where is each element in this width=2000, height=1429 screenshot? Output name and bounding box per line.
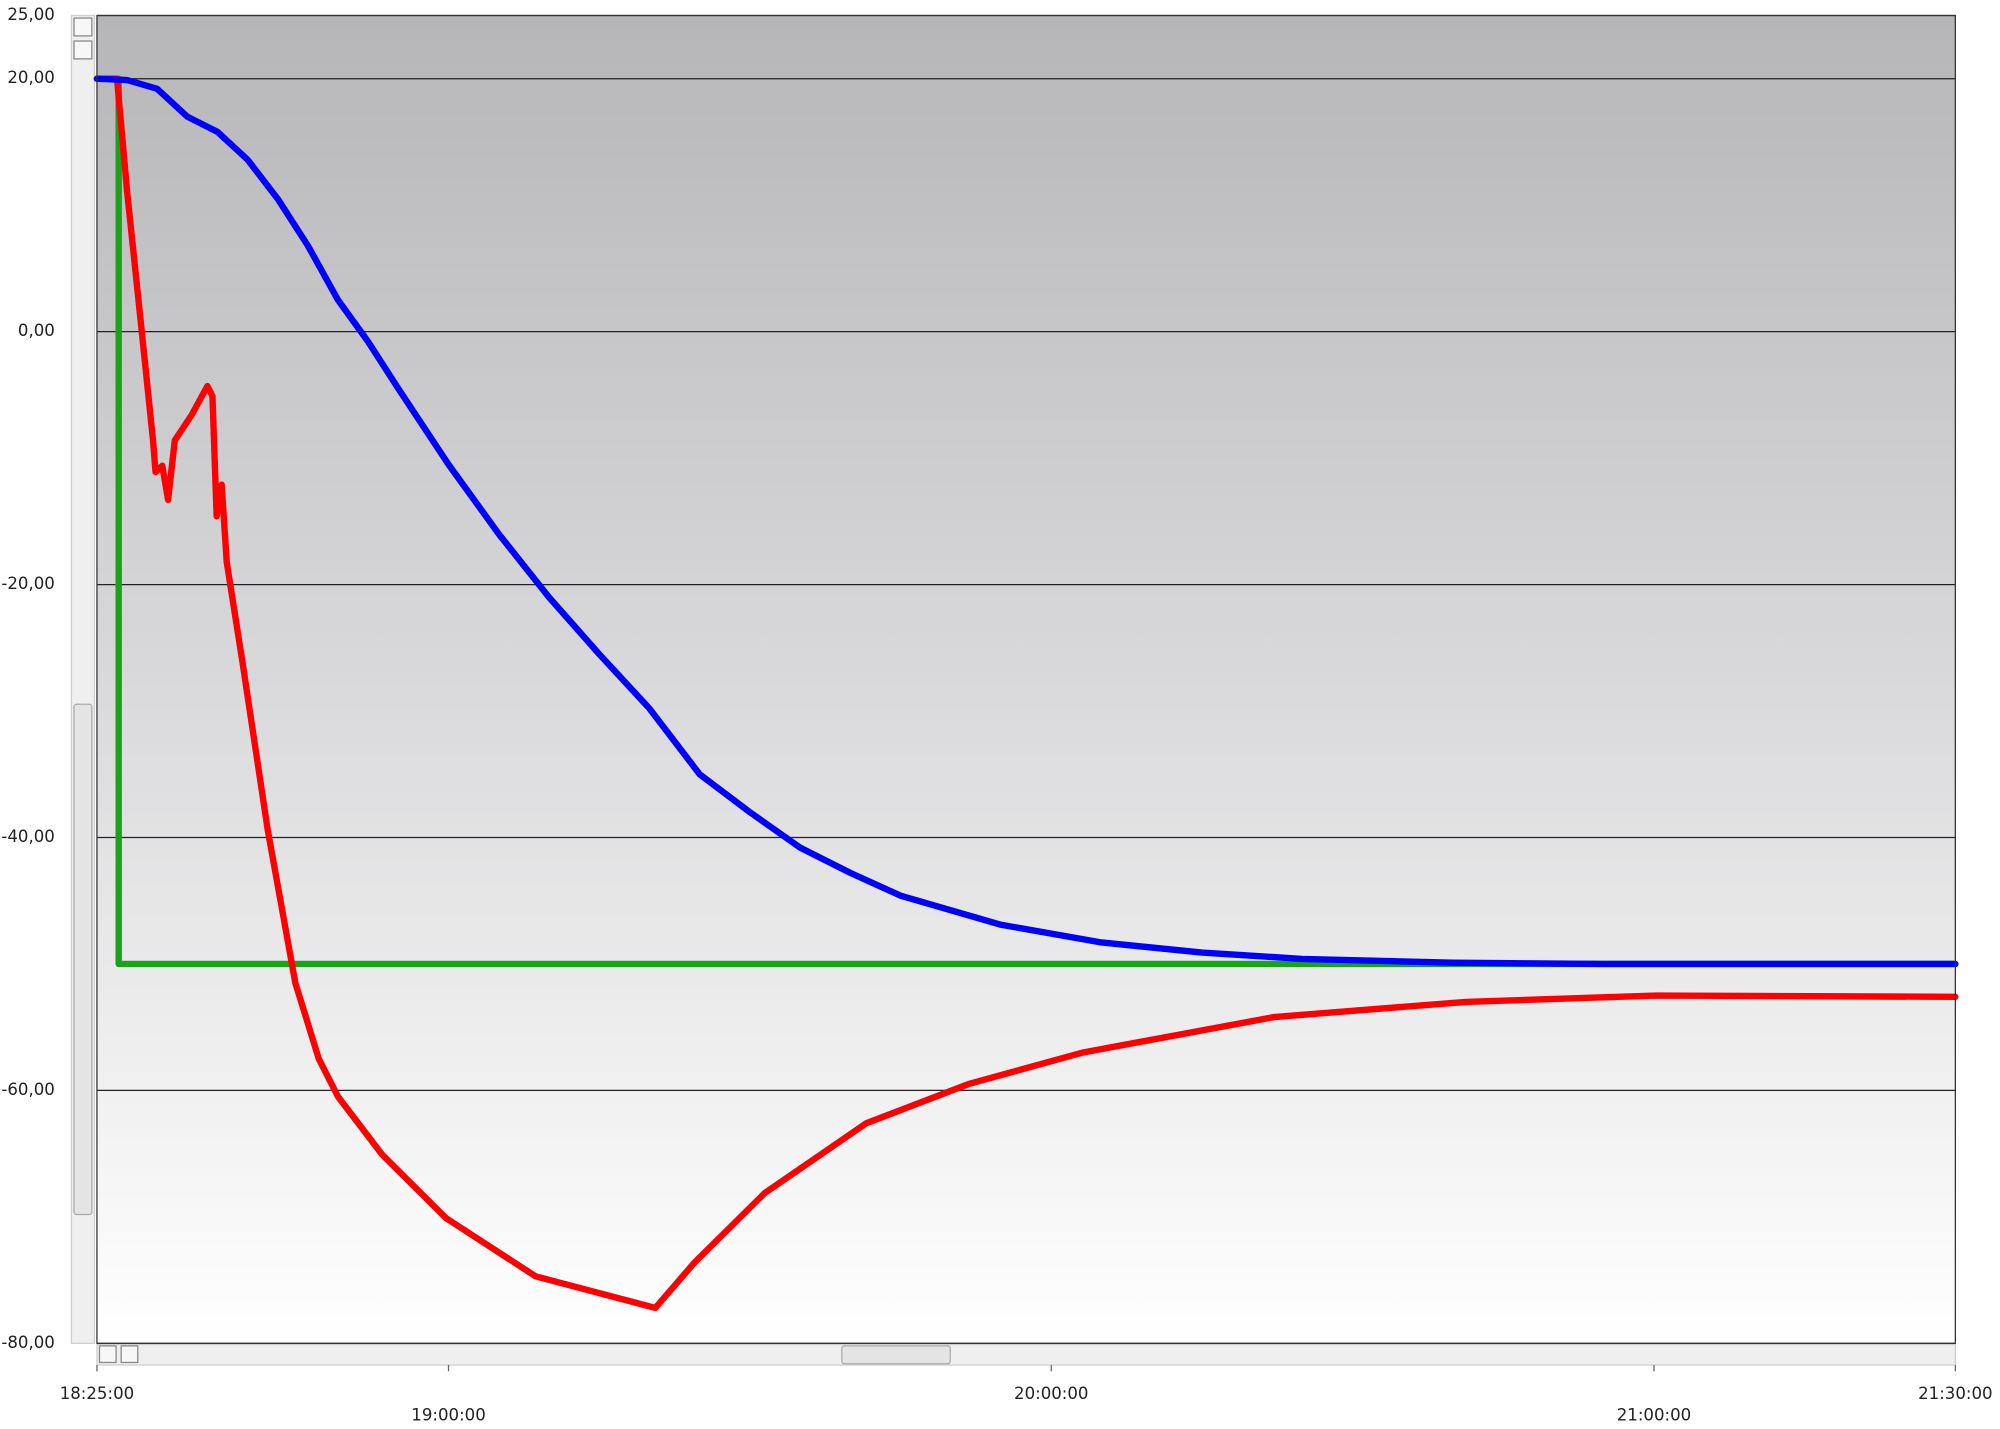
plot-frame [96,14,1956,1344]
v-scroll-thumb[interactable] [73,703,93,1216]
y-tick-label: -20,00 [1,574,54,593]
series-line [93,75,1959,1312]
plot-background [96,15,1956,1344]
series-line [93,75,1959,968]
y-tick-label: -40,00 [1,827,54,846]
undo-zoom-button[interactable] [120,1345,139,1364]
x-tick-label: 20:00:00 [1014,1384,1088,1403]
y-tick-label: -60,00 [1,1080,54,1099]
undo-zoom-button[interactable] [73,40,93,60]
axis-labels: 25,00 20,00 0,00 -20,00 -40,00 -60,00 -80,00 18… [1,5,1992,1425]
h-scroll-thumb[interactable] [841,1345,951,1365]
y-tick-label: 25,00 [7,5,54,24]
x-tick-label: 21:30:00 [1918,1384,1992,1403]
y-tick-label: 0,00 [18,321,55,340]
x-tick-label: 19:00:00 [411,1406,485,1425]
series-lines [93,75,1959,1312]
x-tick-label: 21:00:00 [1617,1406,1691,1425]
y-tick-label: 20,00 [7,68,54,87]
zoom-reset-button[interactable] [98,1345,117,1364]
h-scrollbar[interactable] [96,1343,1956,1366]
y-tick-label: -80,00 [1,1333,54,1352]
x-tick-label: 18:25:00 [60,1384,134,1403]
zoom-reset-button[interactable] [73,17,93,37]
